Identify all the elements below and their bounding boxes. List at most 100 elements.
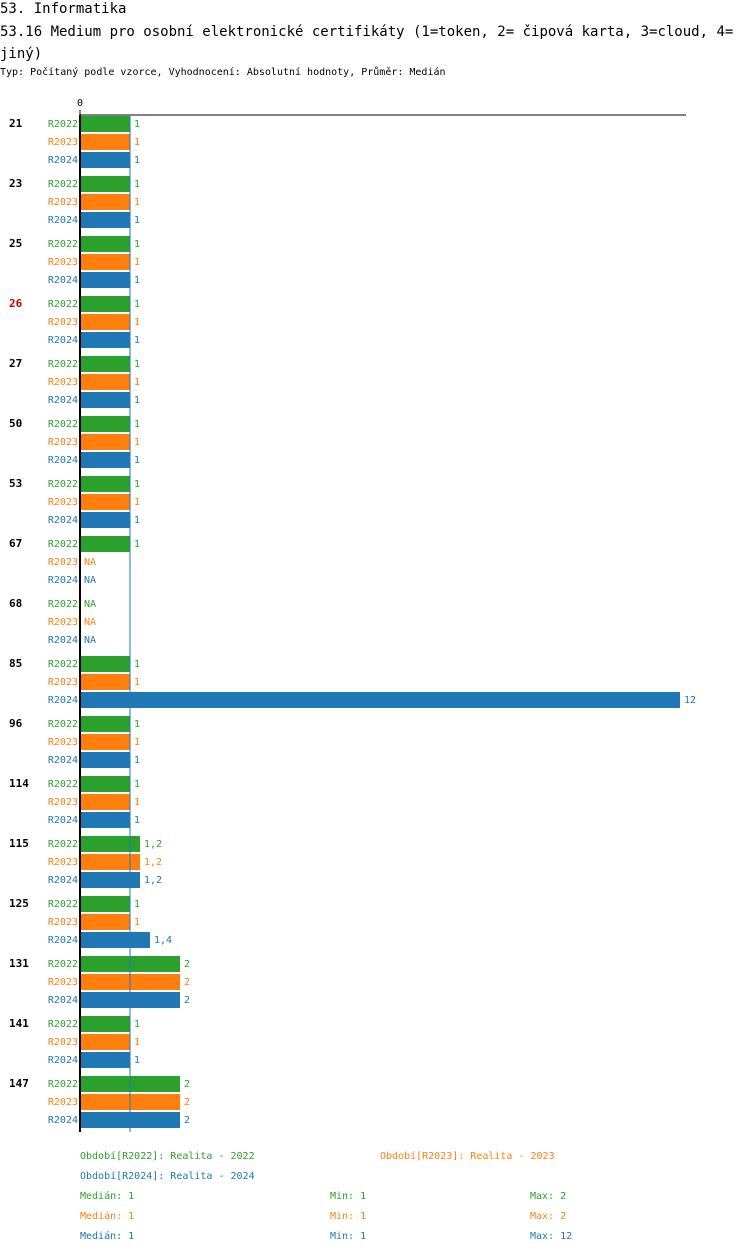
data-label: 1 — [134, 797, 140, 808]
bar — [80, 854, 140, 870]
group-label: 21 — [9, 117, 23, 130]
bar — [80, 914, 130, 930]
series-label: R2023 — [48, 377, 78, 388]
bar — [80, 656, 130, 672]
bar — [80, 734, 130, 750]
group-label: 53 — [9, 477, 22, 490]
data-label: 2 — [184, 1115, 190, 1126]
series-label: R2022 — [48, 539, 78, 550]
data-label: 2 — [184, 995, 190, 1006]
series-label: R2022 — [48, 899, 78, 910]
data-label: 1 — [134, 719, 140, 730]
series-label: R2022 — [48, 179, 78, 190]
data-label: 1,2 — [144, 857, 162, 868]
series-label: R2024 — [48, 395, 78, 406]
group-label: 26 — [9, 297, 23, 310]
series-label: R2024 — [48, 335, 78, 346]
data-label: NA — [84, 635, 96, 646]
group-label: 115 — [9, 837, 29, 850]
series-label: R2024 — [48, 995, 78, 1006]
series-label: R2023 — [48, 737, 78, 748]
series-label: R2023 — [48, 797, 78, 808]
data-label: NA — [84, 599, 96, 610]
data-label: 1 — [134, 779, 140, 790]
bar — [80, 836, 140, 852]
series-label: R2024 — [48, 815, 78, 826]
data-label: 1 — [134, 155, 140, 166]
group-label: 147 — [9, 1077, 29, 1090]
data-label: NA — [84, 557, 96, 568]
legend-r2024: Období[R2024]: Realita - 2024 — [80, 1171, 255, 1182]
data-label: 1 — [134, 1019, 140, 1030]
bar — [80, 476, 130, 492]
bar — [80, 356, 130, 372]
data-label: 1 — [134, 215, 140, 226]
series-label: R2022 — [48, 959, 78, 970]
series-label: R2022 — [48, 419, 78, 430]
bar — [80, 1016, 130, 1032]
series-label: R2022 — [48, 359, 78, 370]
data-label: 1 — [134, 917, 140, 928]
data-label: 1 — [134, 299, 140, 310]
bar — [80, 932, 150, 948]
group-label: 50 — [9, 417, 22, 430]
stat-median-r2024: Medián: 1 — [80, 1231, 135, 1242]
bar — [80, 416, 130, 432]
bar — [80, 494, 130, 510]
group-label: 96 — [9, 717, 23, 730]
bar — [80, 776, 130, 792]
stat-max-r2023: Max: 2 — [530, 1211, 567, 1222]
data-label: 1 — [134, 755, 140, 766]
data-label: 1 — [134, 1055, 140, 1066]
series-label: R2023 — [48, 677, 78, 688]
series-label: R2023 — [48, 1097, 78, 1108]
data-label: 1 — [134, 275, 140, 286]
data-label: 1,4 — [154, 935, 172, 946]
series-label: R2024 — [48, 935, 78, 946]
bar — [80, 212, 130, 228]
series-label: R2024 — [48, 575, 78, 586]
data-label: 1 — [134, 539, 140, 550]
stat-min-r2022: Min: 1 — [330, 1191, 367, 1202]
data-label: 1 — [134, 659, 140, 670]
data-label: 1 — [134, 335, 140, 346]
bar — [80, 314, 130, 330]
group-label: 27 — [9, 357, 22, 370]
data-label: 1,2 — [144, 875, 162, 886]
bar — [80, 674, 130, 690]
series-label: R2022 — [48, 1079, 78, 1090]
data-label: 2 — [184, 959, 190, 970]
group-label: 67 — [9, 537, 22, 550]
bar — [80, 1034, 130, 1050]
series-label: R2022 — [48, 839, 78, 850]
data-label: 2 — [184, 977, 190, 988]
data-label: NA — [84, 617, 96, 628]
bar — [80, 134, 130, 150]
series-label: R2022 — [48, 239, 78, 250]
bar — [80, 872, 140, 888]
bar — [80, 896, 130, 912]
series-label: R2023 — [48, 557, 78, 568]
data-label: 1 — [134, 119, 140, 130]
series-label: R2024 — [48, 635, 78, 646]
group-label: 141 — [9, 1017, 29, 1030]
series-label: R2023 — [48, 257, 78, 268]
bar — [80, 434, 130, 450]
data-label: 1 — [134, 395, 140, 406]
data-label: 1 — [134, 515, 140, 526]
series-label: R2022 — [48, 119, 78, 130]
bar — [80, 116, 130, 132]
data-label: 1,2 — [144, 839, 162, 850]
series-label: R2022 — [48, 299, 78, 310]
bar — [80, 272, 130, 288]
data-label: 1 — [134, 899, 140, 910]
series-label: R2023 — [48, 497, 78, 508]
bar — [80, 374, 130, 390]
data-label: 1 — [134, 377, 140, 388]
data-label: 1 — [134, 497, 140, 508]
data-label: 1 — [134, 1037, 140, 1048]
series-label: R2023 — [48, 437, 78, 448]
series-label: R2022 — [48, 659, 78, 670]
page-title: 53. Informatika — [0, 1, 127, 17]
